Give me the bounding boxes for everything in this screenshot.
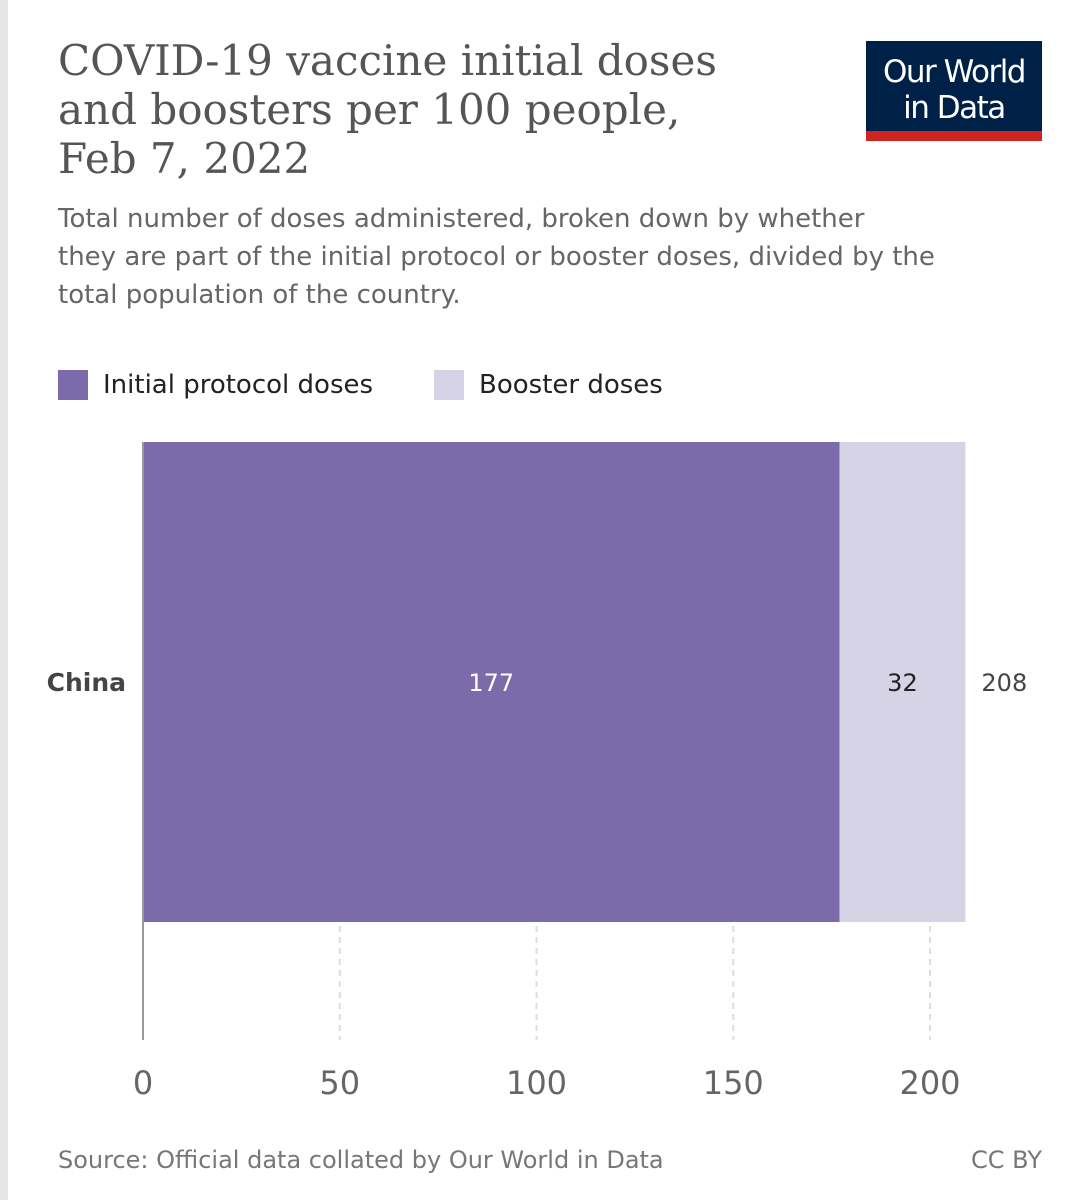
category-label-china: China: [47, 668, 126, 697]
logo-line-1: Our World: [883, 54, 1026, 90]
legend-swatch-booster: [434, 370, 464, 400]
chart-subtitle: Total number of doses administered, brok…: [58, 204, 935, 310]
page-left-border: [0, 0, 8, 1200]
x-tick-label-200: 200: [899, 1064, 960, 1102]
legend-swatch-initial: [58, 370, 88, 400]
x-tick-label-150: 150: [703, 1064, 764, 1102]
source-note[interactable]: Source: Official data collated by Our Wo…: [58, 1146, 664, 1174]
x-tick-label-100: 100: [506, 1064, 567, 1102]
legend-label-booster: Booster doses: [479, 370, 663, 400]
bar-booster-china[interactable]: [839, 442, 966, 922]
logo-accent-bar: [866, 131, 1042, 141]
logo-line-2: in Data: [903, 90, 1006, 126]
x-tick-label-0: 0: [133, 1064, 153, 1102]
bar-initial-china[interactable]: [143, 442, 840, 922]
license-link[interactable]: CC BY: [971, 1146, 1042, 1174]
owid-logo[interactable]: Our World in Data: [866, 41, 1042, 141]
bar-total-label: 208: [981, 669, 1027, 697]
x-tick-label-50: 50: [319, 1064, 360, 1102]
chart-title: COVID-19 vaccine initial doses and boost…: [58, 36, 717, 183]
bar-chart: 177 32 208 China 0 50 100 150 200: [47, 442, 1027, 1102]
bar-value-label-booster: 32: [887, 669, 918, 697]
legend-label-initial: Initial protocol doses: [103, 370, 374, 400]
bar-value-label-initial: 177: [468, 669, 514, 697]
